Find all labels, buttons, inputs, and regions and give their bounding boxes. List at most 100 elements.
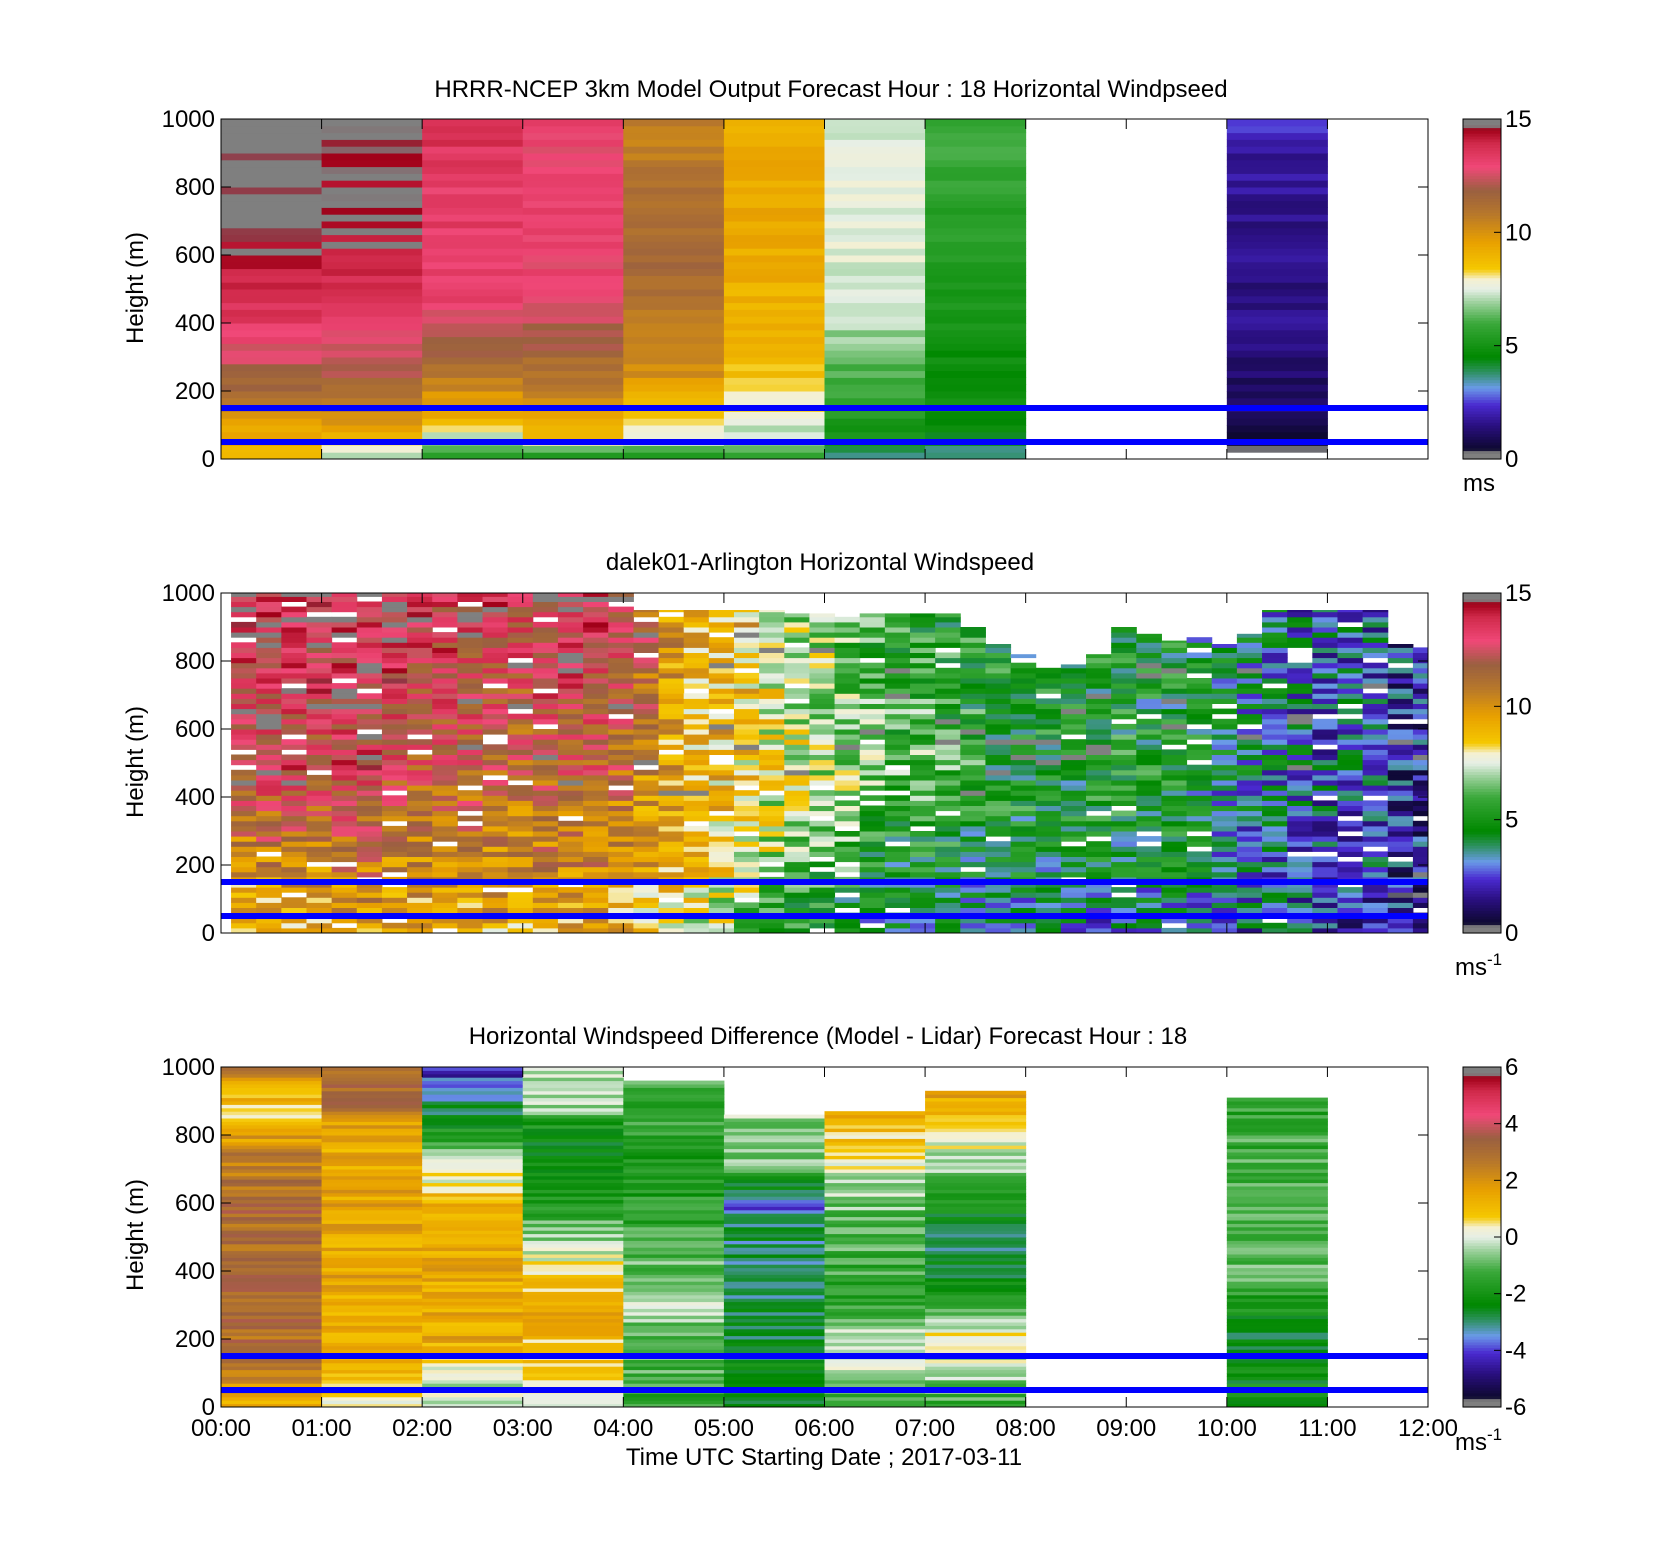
colorbar-segment bbox=[1463, 1375, 1501, 1380]
heatmap-cell bbox=[432, 831, 458, 837]
heatmap-cell bbox=[859, 647, 886, 653]
colorbar-segment bbox=[1463, 777, 1501, 781]
colorbar-segment bbox=[1463, 450, 1501, 454]
heatmap-cell bbox=[723, 1311, 825, 1316]
heatmap-cell bbox=[623, 180, 725, 188]
heatmap-cell bbox=[532, 790, 559, 796]
heatmap-cell bbox=[925, 1335, 1027, 1340]
heatmap-cell bbox=[935, 907, 961, 914]
heatmap-cell bbox=[884, 780, 911, 786]
heatmap-cell bbox=[331, 856, 358, 863]
heatmap-cell bbox=[321, 329, 423, 338]
heatmap-cell bbox=[1337, 892, 1364, 898]
heatmap-cell bbox=[985, 759, 1012, 766]
heatmap-cell bbox=[331, 667, 358, 674]
heatmap-cell bbox=[809, 790, 836, 796]
heatmap-cell bbox=[583, 698, 609, 704]
heatmap-cell bbox=[985, 734, 1012, 740]
heatmap-cell bbox=[1236, 769, 1263, 776]
heatmap-cell bbox=[723, 1162, 825, 1167]
heatmap-cell bbox=[422, 1298, 524, 1303]
heatmap-cell bbox=[623, 1325, 725, 1330]
colorbar-segment bbox=[1463, 297, 1501, 301]
heatmap-cell bbox=[623, 1111, 725, 1116]
heatmap-cell bbox=[221, 1213, 323, 1218]
heatmap-cell bbox=[256, 769, 282, 776]
heatmap-cell bbox=[482, 836, 509, 842]
heatmap-cell bbox=[683, 734, 710, 740]
heatmap-cell bbox=[1211, 815, 1238, 822]
heatmap-cell bbox=[925, 1090, 1027, 1095]
heatmap-cell bbox=[482, 718, 509, 725]
heatmap-cell bbox=[532, 825, 559, 832]
heatmap-cell bbox=[708, 729, 735, 735]
x-axis-label: Time UTC Starting Date ; 2017-03-11 bbox=[626, 1444, 1022, 1471]
heatmap-cell bbox=[432, 693, 458, 699]
heatmap-cell bbox=[1337, 652, 1364, 659]
heatmap-cell bbox=[834, 851, 861, 857]
heatmap-cell bbox=[331, 734, 358, 740]
heatmap-cell bbox=[784, 713, 810, 720]
heatmap-cell bbox=[407, 815, 433, 822]
heatmap-cell bbox=[985, 657, 1012, 664]
heatmap-cell bbox=[1226, 1226, 1328, 1231]
heatmap-cell bbox=[221, 1094, 323, 1099]
heatmap-cell bbox=[522, 1322, 624, 1326]
heatmap-cell bbox=[432, 866, 458, 873]
heatmap-cell bbox=[422, 1097, 524, 1102]
heatmap-cell bbox=[834, 678, 861, 684]
heatmap-cell bbox=[1226, 221, 1328, 229]
heatmap-cell bbox=[306, 907, 333, 914]
colorbar-tick-label: 0 bbox=[1505, 920, 1518, 947]
heatmap-cell bbox=[1136, 688, 1162, 694]
heatmap-cell bbox=[256, 795, 282, 801]
heatmap-cell bbox=[557, 820, 584, 827]
heatmap-cell bbox=[231, 861, 257, 868]
heatmap-cell bbox=[532, 621, 559, 628]
heatmap-cell bbox=[331, 902, 358, 908]
heatmap-cell bbox=[723, 1294, 825, 1299]
heatmap-cell bbox=[824, 316, 926, 324]
heatmap-cell bbox=[733, 902, 760, 908]
heatmap-cell bbox=[1337, 698, 1364, 704]
heatmap-cell bbox=[723, 1250, 825, 1255]
heatmap-cell bbox=[356, 693, 383, 699]
heatmap-cell bbox=[658, 917, 685, 924]
heatmap-cell bbox=[1035, 708, 1062, 715]
heatmap-cell bbox=[834, 790, 861, 796]
heatmap-cell bbox=[507, 800, 534, 806]
heatmap-cell bbox=[557, 785, 584, 791]
heatmap-cell bbox=[985, 688, 1012, 694]
heatmap-cell bbox=[1236, 774, 1263, 781]
heatmap-cell bbox=[306, 662, 333, 669]
heatmap-cell bbox=[432, 871, 458, 878]
heatmap-cell bbox=[407, 657, 433, 664]
heatmap-cell bbox=[910, 917, 936, 924]
heatmap-cell bbox=[759, 825, 785, 832]
heatmap-cell bbox=[960, 780, 986, 786]
colorbar-segment bbox=[1463, 223, 1501, 228]
colorbar-segment bbox=[1463, 340, 1501, 344]
heatmap-cell bbox=[221, 227, 323, 236]
heatmap-cell bbox=[221, 1284, 323, 1289]
heatmap-cell bbox=[809, 739, 836, 745]
heatmap-cell bbox=[1387, 861, 1414, 868]
heatmap-cell bbox=[623, 1318, 725, 1323]
colorbar-segment bbox=[1463, 615, 1501, 620]
heatmap-cell bbox=[1226, 425, 1328, 433]
colorbar-segment bbox=[1463, 595, 1501, 600]
heatmap-cell bbox=[482, 596, 509, 602]
heatmap-cell bbox=[381, 683, 408, 689]
heatmap-cell bbox=[658, 902, 685, 908]
heatmap-cell bbox=[356, 606, 383, 613]
heatmap-cell bbox=[658, 667, 685, 674]
heatmap-cell bbox=[522, 1250, 624, 1255]
colorbar-segment bbox=[1463, 672, 1501, 676]
heatmap-cell bbox=[1362, 902, 1389, 908]
heatmap-cell bbox=[321, 295, 423, 304]
heatmap-cell bbox=[960, 846, 986, 852]
heatmap-cell bbox=[1236, 805, 1263, 812]
heatmap-cell bbox=[482, 693, 509, 699]
heatmap-cell bbox=[321, 1111, 423, 1116]
heatmap-cell bbox=[623, 1315, 725, 1320]
